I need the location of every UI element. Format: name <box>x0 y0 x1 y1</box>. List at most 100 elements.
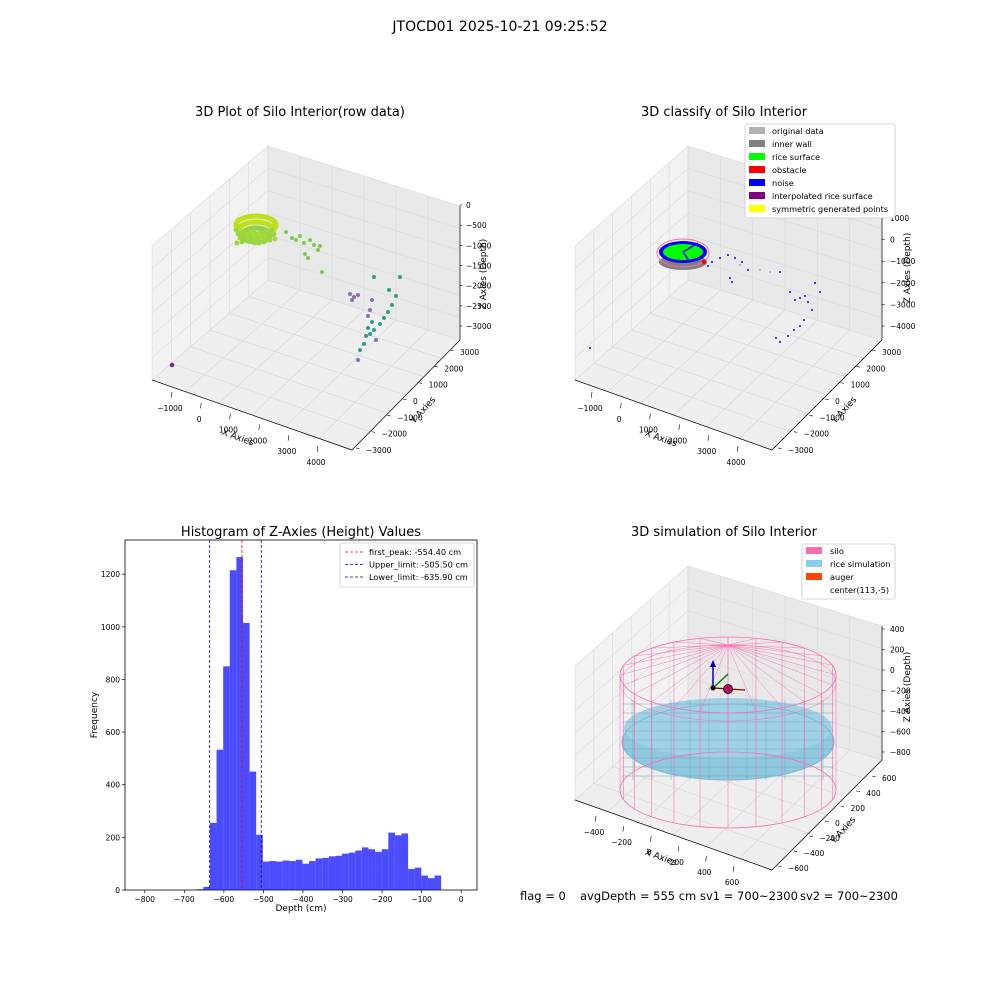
silo-roof-line <box>727 641 783 646</box>
tick-mark <box>387 415 391 417</box>
tick-label: 0 <box>890 236 895 245</box>
noise-stroke <box>682 242 699 253</box>
tick-label: 2000 <box>866 364 885 373</box>
noise-point <box>814 282 816 284</box>
data-point <box>284 230 288 234</box>
z-arrow-head <box>710 660 716 667</box>
tick-label: 0 <box>617 415 622 424</box>
original-point <box>758 268 762 272</box>
data-point <box>271 231 277 237</box>
y-axis-line <box>771 339 883 451</box>
data-point <box>316 248 320 252</box>
data-point <box>241 229 247 235</box>
histogram-bar <box>282 860 290 890</box>
data-point <box>236 230 242 236</box>
legend-label: interpolated rice surface <box>772 191 873 201</box>
axes-grid-line <box>248 296 443 359</box>
noise-point <box>807 301 809 303</box>
silo-roof-line <box>727 644 833 686</box>
histogram-bar <box>381 849 389 890</box>
noise-point <box>719 257 721 259</box>
tick-label: −1000 <box>819 413 845 422</box>
tick-label: 1000 <box>219 426 238 435</box>
histogram-bar <box>276 861 283 890</box>
footer-avg-depth: avgDepth = 555 cm <box>580 889 696 903</box>
histogram-bar <box>427 878 435 890</box>
tick-label: −1000 <box>577 404 603 413</box>
x-tick-label: −100 <box>411 895 432 904</box>
tick-label: −1000 <box>157 404 183 413</box>
tick-mark <box>449 349 454 351</box>
legend-frame <box>744 123 896 219</box>
histogram-bar <box>196 889 204 890</box>
silo-roof-line <box>699 644 729 712</box>
tick-label: 400 <box>697 868 712 877</box>
histogram-bar <box>361 847 369 890</box>
data-point <box>169 362 175 368</box>
noise-point <box>779 341 781 343</box>
tick-label: −1000 <box>890 257 916 266</box>
tick-mark <box>229 413 231 420</box>
legend-swatch <box>806 547 822 554</box>
silo-roof-line <box>727 644 805 649</box>
data-point <box>267 237 273 243</box>
tick-label: 600 <box>725 878 740 887</box>
noise-point <box>819 291 821 293</box>
x-tick-label: −400 <box>293 895 314 904</box>
histogram-bars <box>196 557 442 890</box>
panel2-points <box>589 238 821 349</box>
data-point <box>368 332 372 336</box>
legend-swatch <box>806 573 822 580</box>
x-axis-line <box>574 799 773 871</box>
data-point <box>251 227 257 233</box>
panel-simulation-3d: 3D simulation of Silo Interior −400 −200 0… <box>574 525 913 887</box>
data-point <box>356 293 360 297</box>
histogram-bar <box>256 834 263 890</box>
tick-label: 1000 <box>890 214 909 223</box>
tick-label: 0 <box>647 848 652 857</box>
silo-roof-line <box>727 644 805 703</box>
panel1-ticks: −1000 0 1000 2000 3000 4000 −3000 −2000 −1000 0 10… <box>157 201 491 467</box>
histogram-bar <box>269 861 277 890</box>
histogram-bar <box>203 886 210 890</box>
data-point <box>266 232 272 238</box>
tick-label: 3000 <box>460 348 479 357</box>
tick-mark <box>777 447 782 449</box>
legend-swatch <box>749 205 765 212</box>
panel1-axes-box <box>151 145 461 451</box>
tick-mark <box>871 349 876 351</box>
tick-label: −1000 <box>466 241 492 250</box>
data-point <box>234 240 240 246</box>
tick-label: 3000 <box>697 447 716 456</box>
legend-label: symmetric generated points <box>772 204 888 214</box>
y-tick-label: 1200 <box>101 570 120 579</box>
y-tick-label: 800 <box>106 675 121 684</box>
panel2-ticks: −1000 0 1000 2000 3000 4000 −3000 −2000 −1000 0 10… <box>577 214 915 467</box>
histogram-bar <box>342 853 349 890</box>
histogram-bar <box>394 835 402 890</box>
legend-frame <box>801 543 896 600</box>
x-tick-label: −600 <box>214 895 235 904</box>
tick-mark <box>355 447 360 449</box>
data-point <box>320 270 324 274</box>
noise-point <box>734 257 736 259</box>
legend-label: rice surface <box>772 152 820 162</box>
data-point <box>269 227 275 233</box>
panel4-title: 3D simulation of Silo Interior <box>631 525 818 540</box>
x-tick-label: −800 <box>134 895 155 904</box>
histogram-bar <box>216 749 224 890</box>
x-tick-label: 0 <box>459 895 464 904</box>
tick-mark <box>649 413 651 420</box>
tick-mark <box>793 850 798 852</box>
legend-label: rice simulation <box>830 559 890 569</box>
footer-sv1: sv1 = 700~2300 <box>700 889 798 903</box>
legend-label: center(113,-5) <box>830 585 889 595</box>
noise-point <box>799 325 801 327</box>
tick-label: 4000 <box>306 458 325 467</box>
histogram-bar <box>434 875 442 890</box>
tick-label: −400 <box>584 828 605 837</box>
data-point <box>257 239 263 245</box>
histogram-bar <box>322 857 329 890</box>
data-point <box>368 308 372 312</box>
histogram-ticks: −800 −700 −600 −500 −400 −300 −200 −100 0 0 200 400… <box>101 570 464 904</box>
